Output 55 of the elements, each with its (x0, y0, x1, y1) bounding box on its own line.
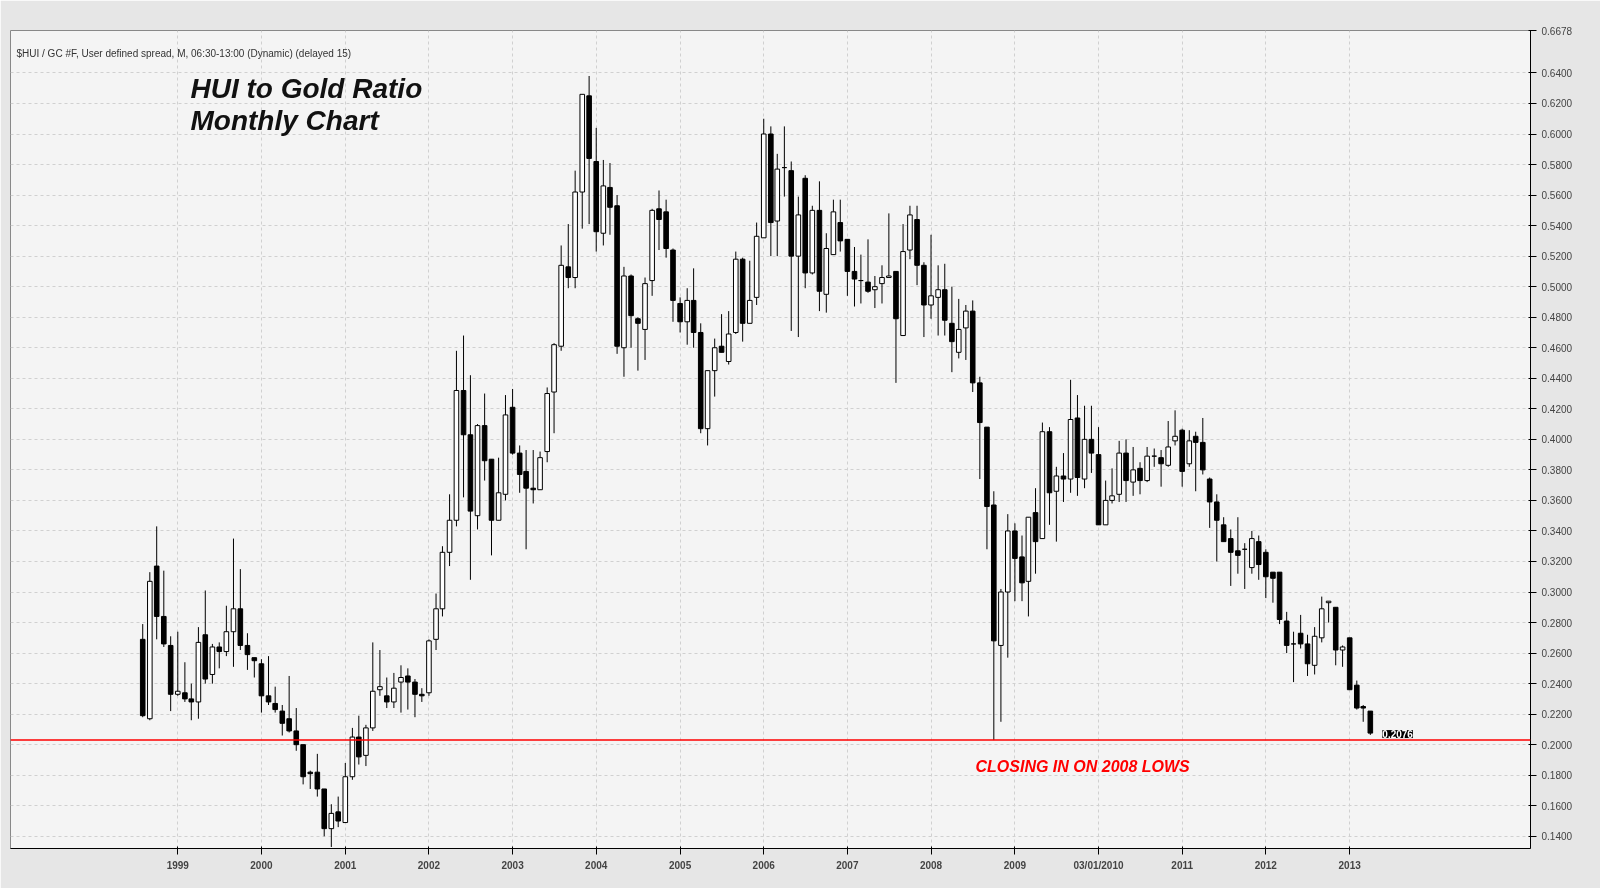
x-tick-label: 2001 (334, 859, 357, 871)
candlestick (1060, 452, 1067, 503)
y-tick-label: 0.1800 (1541, 770, 1573, 782)
y-tick-label: 0.3200 (1541, 556, 1573, 568)
x-tick-label: 2000 (250, 859, 273, 871)
y-tick-label: 0.6678 (1541, 25, 1573, 37)
annotation: 0.2076 (1382, 729, 1414, 741)
x-tick-label: 2011 (1171, 859, 1194, 871)
x-tick-label: 2002 (417, 859, 441, 871)
text: $HUI / GC #F, User defined spread, M, 06:30-13:00 (Dynamic) (delayed 15) (16, 47, 352, 59)
candlestick (265, 655, 272, 706)
y-tick-label: 0.3000 (1541, 587, 1573, 599)
candlestick (1367, 710, 1374, 736)
x-tick-label: 2008 (919, 859, 943, 871)
x-tick-label: 2004 (585, 859, 608, 871)
x-tick-label: 2003 (501, 859, 525, 871)
y-tick-label: 0.2200 (1541, 709, 1573, 721)
y-tick-label: 0.2600 (1541, 648, 1573, 660)
y-tick-label: 0.4000 (1541, 434, 1573, 446)
y-tick-label: 0.3600 (1541, 495, 1573, 507)
x-tick-label: 2012 (1254, 859, 1278, 871)
x-tick-label: 1999 (166, 859, 190, 871)
y-tick-label: 0.5200 (1541, 251, 1573, 263)
candlestick (1325, 600, 1332, 624)
y-tick-label: 0.5600 (1541, 190, 1573, 202)
y-tick-label: 0.1600 (1541, 800, 1573, 812)
x-tick-label: 2013 (1338, 859, 1362, 871)
annotation: CLOSING IN ON 2008 LOWS (975, 758, 1191, 776)
candlestick (272, 686, 278, 714)
y-tick-label: 0.6400 (1541, 67, 1573, 79)
y-tick-label: 0.4600 (1541, 342, 1573, 354)
y-tick-label: 0.4200 (1541, 403, 1573, 415)
candlestick (1151, 448, 1158, 468)
y-tick-label: 0.5800 (1541, 159, 1573, 171)
y-tick-label: 0.5400 (1541, 220, 1573, 232)
candlestick (851, 246, 858, 308)
y-tick-label: 0.2800 (1541, 617, 1573, 629)
y-tick-label: 0.4400 (1541, 373, 1573, 385)
y-tick-label: 0.1400 (1541, 831, 1573, 843)
y-tick-label: 0.3400 (1541, 525, 1573, 537)
y-tick-label: 0.3800 (1541, 464, 1573, 476)
y-tick-label: 0.2000 (1541, 739, 1573, 751)
y-tick-label: 0.5000 (1541, 281, 1573, 293)
candlestick (377, 649, 383, 697)
y-tick-label: 0.4800 (1541, 312, 1573, 324)
x-tick-label: 2007 (836, 859, 859, 871)
x-tick-label: 2009 (1003, 859, 1027, 871)
x-tick-label: 03/01/2010 (1073, 859, 1124, 871)
x-tick-label: 2006 (752, 859, 776, 871)
candlestick (251, 657, 258, 679)
y-tick-label: 0.6000 (1541, 129, 1573, 141)
x-tick-label: 2005 (668, 859, 692, 871)
y-tick-label: 0.2400 (1541, 678, 1573, 690)
text: HUI to Gold Ratio Monthly Chart (190, 72, 423, 136)
y-tick-label: 0.6200 (1541, 98, 1573, 110)
